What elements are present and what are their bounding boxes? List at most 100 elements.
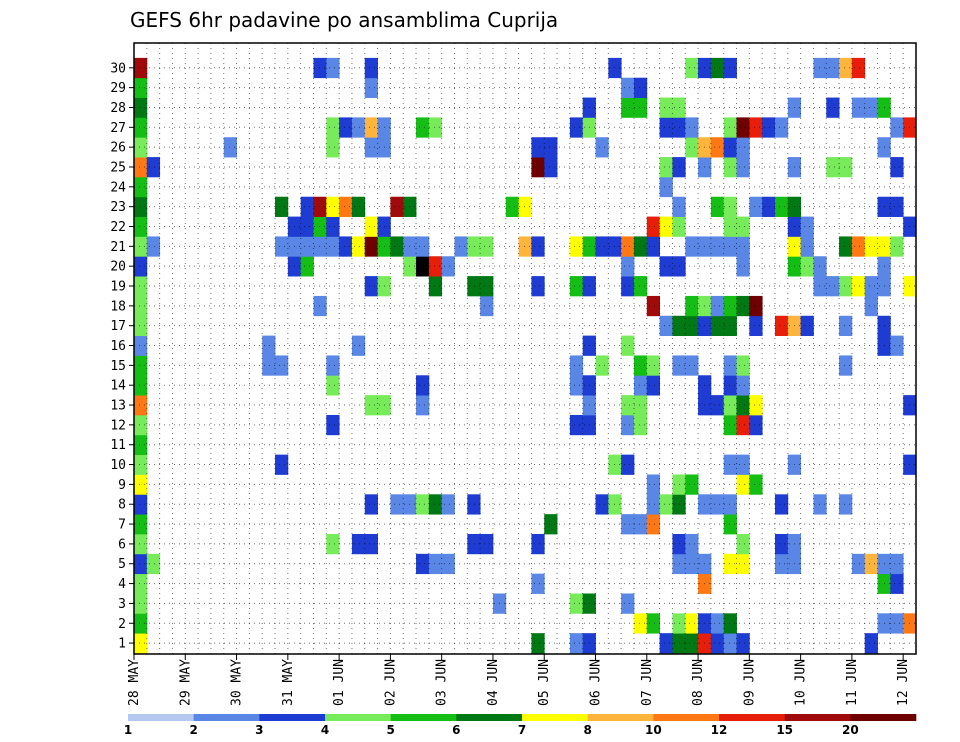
heatmap-cell: [134, 514, 148, 535]
y-tick-label: 6: [118, 537, 126, 552]
heatmap-cell: [595, 137, 609, 158]
x-tick-label: 05 JUN: [537, 659, 552, 706]
heatmap-cell: [518, 196, 532, 217]
heatmap-cell: [685, 315, 699, 337]
y-tick-label: 18: [110, 299, 126, 314]
heatmap-cell: [390, 196, 404, 217]
heatmap-cell: [531, 236, 545, 257]
heatmap-cell: [685, 57, 699, 79]
heatmap-cell: [351, 236, 366, 257]
heatmap-cell: [275, 355, 289, 376]
heatmap-cell: [454, 236, 468, 257]
heatmap-cell: [531, 137, 545, 158]
heatmap-cell: [134, 157, 148, 178]
heatmap-cell: [569, 276, 584, 297]
heatmap-cell: [134, 573, 148, 594]
heatmap-cell: [723, 613, 737, 634]
heatmap-cell: [364, 276, 378, 297]
heatmap-cell: [710, 633, 725, 654]
heatmap-cell: [659, 315, 673, 337]
heatmap-cell: [736, 414, 750, 436]
heatmap-cell: [890, 613, 904, 634]
heatmap-cell: [826, 276, 840, 297]
heatmap-cell: [364, 216, 378, 237]
heatmap-cell: [428, 276, 443, 297]
heatmap-cell: [723, 295, 737, 317]
heatmap-cell: [736, 454, 750, 475]
heatmap-cell: [710, 196, 725, 217]
heatmap-cell: [416, 494, 430, 515]
heatmap-cell: [544, 137, 558, 158]
heatmap-cell: [723, 633, 737, 654]
heatmap-cell: [646, 355, 661, 376]
heatmap-cell: [428, 553, 443, 575]
heatmap-cell: [531, 276, 545, 297]
heatmap-cell: [813, 494, 827, 515]
heatmap-cell: [749, 295, 763, 317]
heatmap-cell: [595, 236, 609, 257]
x-tick-label: 07 JUN: [640, 659, 655, 706]
x-tick-label: 08 JUN: [691, 659, 706, 706]
colorbar-label: 2: [189, 723, 197, 737]
y-tick-label: 25: [110, 160, 126, 175]
heatmap-cell: [890, 157, 904, 178]
colorbar-label: 4: [321, 723, 329, 737]
heatmap-cell: [416, 375, 430, 396]
y-tick-label: 16: [110, 339, 126, 354]
heatmap-cell: [646, 375, 661, 396]
heatmap-cell: [723, 236, 737, 257]
x-tick-label: 01 JUN: [332, 659, 347, 706]
heatmap-cells: [134, 57, 917, 654]
heatmap-cell: [736, 375, 750, 396]
heatmap-cell: [749, 117, 763, 138]
y-tick-label: 27: [110, 121, 126, 136]
colorbar-label: 5: [386, 723, 394, 737]
heatmap-cell: [659, 176, 673, 198]
heatmap-cell: [364, 494, 378, 515]
heatmap-cell: [416, 553, 430, 575]
heatmap-cell: [326, 117, 340, 138]
y-tick-label: 11: [110, 438, 126, 453]
heatmap-cell: [890, 117, 904, 138]
heatmap-cell: [351, 335, 366, 356]
heatmap-cell: [723, 157, 737, 178]
heatmap-cell: [467, 494, 481, 515]
heatmap-cell: [685, 553, 699, 575]
x-tick-label: 28 MAY: [127, 659, 142, 706]
heatmap-cell: [685, 613, 699, 634]
heatmap-cell: [659, 157, 673, 178]
heatmap-cell: [633, 375, 648, 396]
colorbar-swatch: [784, 714, 851, 721]
heatmap-cell: [710, 57, 725, 79]
heatmap-cell: [749, 315, 763, 337]
y-tick-label: 2: [118, 617, 126, 632]
heatmap-cell: [339, 117, 353, 138]
heatmap-cell: [659, 494, 673, 515]
heatmap-cell: [595, 494, 609, 515]
heatmap-cell: [633, 355, 648, 376]
heatmap-cell: [646, 613, 661, 634]
heatmap-cell: [864, 633, 878, 654]
y-tick-label: 3: [118, 597, 126, 612]
heatmap-cell: [774, 196, 789, 217]
colorbar-swatch: [653, 714, 720, 721]
heatmap-cell: [364, 117, 378, 138]
heatmap-cell: [351, 533, 366, 555]
heatmap-cell: [633, 77, 648, 98]
heatmap-cell: [531, 157, 545, 178]
y-tick-label: 9: [118, 478, 126, 493]
heatmap-cell: [736, 295, 750, 317]
heatmap-cell: [134, 236, 148, 257]
heatmap-cell: [851, 553, 866, 575]
heatmap-cell: [800, 216, 814, 237]
x-tick-label: 10 JUN: [794, 659, 809, 706]
heatmap-cell: [416, 236, 430, 257]
heatmap-cell: [134, 434, 148, 456]
heatmap-cell: [134, 613, 148, 634]
heatmap-cell: [685, 236, 699, 257]
y-tick-label: 1: [118, 637, 126, 652]
heatmap-cell: [774, 315, 789, 337]
y-tick-label: 29: [110, 81, 126, 96]
heatmap-cell: [864, 553, 878, 575]
heatmap-cell: [710, 613, 725, 634]
